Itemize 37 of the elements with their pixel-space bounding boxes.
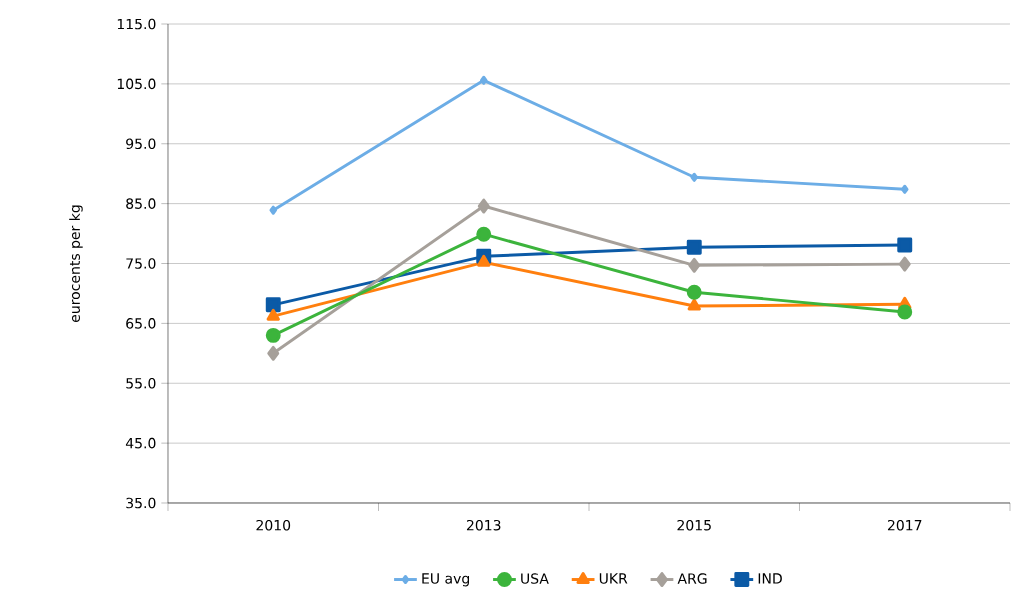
- y-tick-label: 115.0: [117, 18, 156, 30]
- y-tick-label: 105.0: [117, 78, 156, 90]
- point: [900, 184, 909, 194]
- point: [477, 254, 491, 267]
- y-tick-label: 95.0: [126, 138, 156, 150]
- y-tick-label: 45.0: [125, 437, 156, 449]
- y-tick-label: 85.0: [126, 198, 156, 209]
- point: [898, 256, 911, 272]
- point: [267, 345, 280, 361]
- x-tick-label: 2010: [256, 519, 291, 531]
- point: [266, 308, 280, 321]
- y-tick-label: 75.0: [126, 258, 156, 269]
- y-tick-label: 55.0: [126, 377, 156, 389]
- x-tick-label: 2013: [466, 519, 501, 531]
- legend-label: ARG: [677, 573, 707, 584]
- legend-label: IND: [758, 573, 782, 584]
- x-tick-label: 2015: [677, 519, 711, 531]
- point: [265, 297, 281, 313]
- point: [477, 198, 490, 214]
- legend-label: UKR: [599, 573, 628, 584]
- point: [897, 304, 913, 320]
- y-axis-title: eurocents per kg: [69, 205, 83, 323]
- point: [269, 205, 278, 215]
- x-tick-label: 2017: [887, 519, 922, 531]
- y-tick-label: 65.0: [126, 318, 156, 329]
- point: [897, 237, 913, 253]
- point: [265, 327, 281, 343]
- y-tick-label: 35.0: [126, 497, 156, 509]
- point: [688, 257, 701, 273]
- point: [686, 284, 702, 300]
- point: [690, 172, 699, 182]
- legend-label: EU avg: [422, 573, 469, 587]
- point: [687, 298, 701, 311]
- legend-label: USA: [521, 573, 549, 584]
- point: [476, 226, 492, 242]
- point: [686, 239, 702, 255]
- point: [479, 75, 488, 85]
